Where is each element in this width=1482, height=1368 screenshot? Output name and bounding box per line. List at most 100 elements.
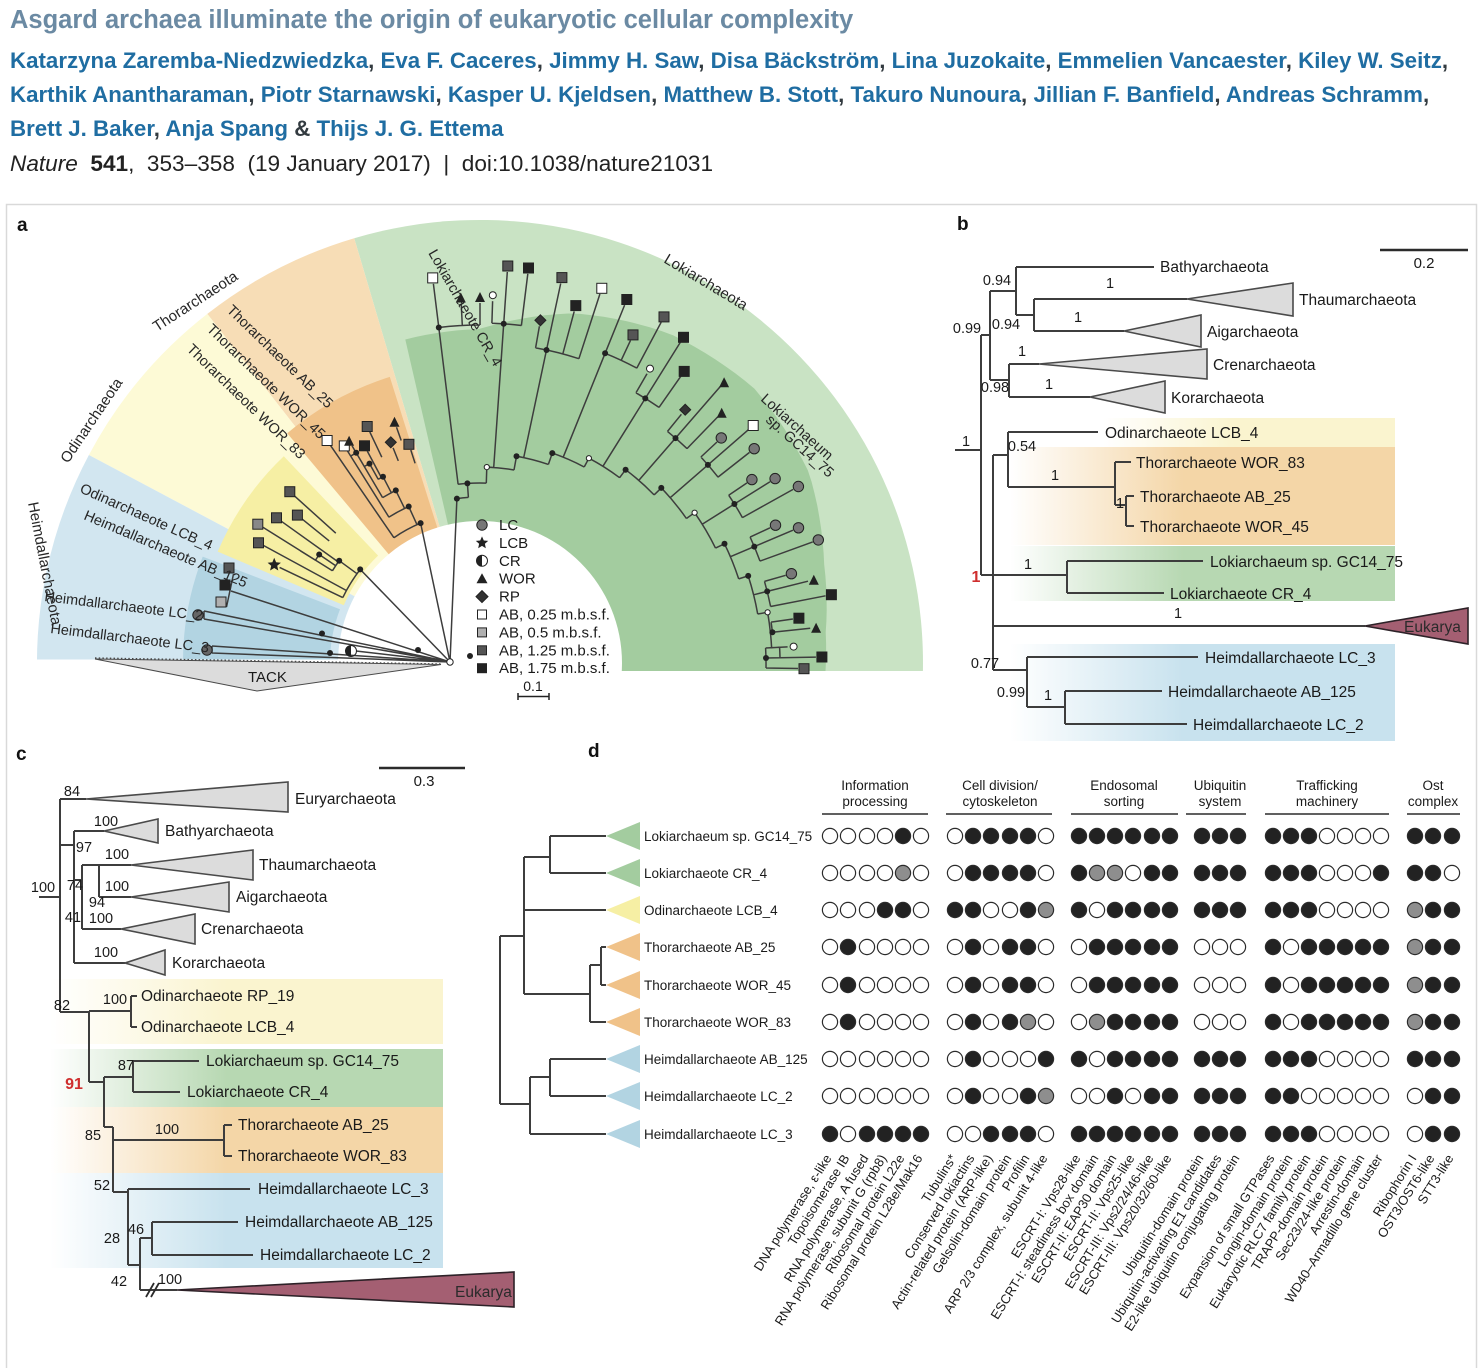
svg-text:1: 1 <box>1174 606 1182 622</box>
svg-text:0.2: 0.2 <box>1414 255 1435 272</box>
svg-text:processing: processing <box>842 794 907 809</box>
svg-text:WOR: WOR <box>499 571 536 588</box>
svg-text:0.94: 0.94 <box>992 317 1020 333</box>
svg-text:0.3: 0.3 <box>414 773 435 790</box>
svg-text:0.94: 0.94 <box>983 273 1011 289</box>
svg-text:1: 1 <box>1024 557 1032 573</box>
svg-text:100: 100 <box>105 847 129 863</box>
svg-text:1: 1 <box>1051 468 1059 484</box>
svg-text:1: 1 <box>1044 688 1052 704</box>
svg-text:Bathyarchaeota: Bathyarchaeota <box>1160 259 1269 276</box>
svg-text:1: 1 <box>972 569 981 586</box>
svg-text:Thorarchaeote WOR_83: Thorarchaeote WOR_83 <box>1136 455 1305 472</box>
svg-text:94: 94 <box>89 895 105 911</box>
svg-text:1: 1 <box>1045 377 1053 393</box>
svg-text:Odinarchaeote RP_19: Odinarchaeote RP_19 <box>141 988 294 1005</box>
svg-text:Thorarchaeote AB_25: Thorarchaeote AB_25 <box>1140 489 1291 506</box>
svg-text:complex: complex <box>1408 794 1459 809</box>
svg-text:Lokiarchaeum sp. GC14_75: Lokiarchaeum sp. GC14_75 <box>1210 554 1403 571</box>
svg-text:87: 87 <box>118 1058 134 1074</box>
svg-text:system: system <box>1199 794 1242 809</box>
svg-text:0.77: 0.77 <box>971 656 999 672</box>
svg-text:Heimdallarchaeote LC_2: Heimdallarchaeote LC_2 <box>644 1089 793 1104</box>
svg-text:Heimdallarchaeote AB_125: Heimdallarchaeote AB_125 <box>1168 684 1356 701</box>
svg-text:Thorarchaeote AB_25: Thorarchaeote AB_25 <box>644 940 775 955</box>
svg-text:Thorarchaeote AB_25: Thorarchaeote AB_25 <box>238 1117 389 1134</box>
svg-text:RP: RP <box>499 589 520 606</box>
svg-text:cytoskeleton: cytoskeleton <box>962 794 1037 809</box>
svg-text:Heimdallarchaeote LC_3: Heimdallarchaeote LC_3 <box>258 1181 429 1198</box>
svg-text:100: 100 <box>155 1122 179 1138</box>
svg-text:Odinarchaeote LCB_4: Odinarchaeote LCB_4 <box>644 903 778 918</box>
svg-text:a: a <box>17 215 28 236</box>
svg-text:85: 85 <box>85 1128 101 1144</box>
svg-text:LCB: LCB <box>499 535 528 552</box>
svg-text:Bathyarchaeota: Bathyarchaeota <box>165 823 274 840</box>
svg-text:1: 1 <box>962 434 970 450</box>
svg-text:Heimdallarchaeote AB_125: Heimdallarchaeote AB_125 <box>644 1052 808 1067</box>
svg-text:82: 82 <box>54 998 70 1014</box>
svg-text:Aigarchaeota: Aigarchaeota <box>236 889 328 906</box>
svg-text:1: 1 <box>1106 276 1114 292</box>
svg-text:28: 28 <box>104 1231 120 1247</box>
svg-text:Thorarchaeote WOR_45: Thorarchaeote WOR_45 <box>644 978 791 993</box>
svg-text:Crenarchaeota: Crenarchaeota <box>1213 357 1316 374</box>
svg-text:LC: LC <box>499 517 518 534</box>
svg-text:74: 74 <box>67 878 83 894</box>
svg-text:Odinarchaeote LCB_4: Odinarchaeote LCB_4 <box>141 1019 295 1036</box>
svg-text:84: 84 <box>64 784 80 800</box>
svg-text:Crenarchaeota: Crenarchaeota <box>201 921 304 938</box>
svg-text:Lokiarchaeum sp. GC14_75: Lokiarchaeum sp. GC14_75 <box>644 829 812 844</box>
svg-text:Thorarchaeote WOR_83: Thorarchaeote WOR_83 <box>238 1148 407 1165</box>
svg-text:Thaumarchaeota: Thaumarchaeota <box>259 857 377 874</box>
svg-text:b: b <box>957 214 969 235</box>
svg-text:100: 100 <box>103 992 127 1008</box>
svg-text:Ubiquitin: Ubiquitin <box>1194 778 1247 793</box>
svg-text:0.99: 0.99 <box>997 685 1025 701</box>
svg-text:Heimdallarchaeote LC_2: Heimdallarchaeote LC_2 <box>1193 717 1364 734</box>
svg-text:CR: CR <box>499 553 521 570</box>
svg-text:Euryarchaeota: Euryarchaeota <box>295 791 396 808</box>
svg-text:Korarchaeota: Korarchaeota <box>172 955 265 972</box>
svg-text:machinery: machinery <box>1296 794 1359 809</box>
svg-text:sorting: sorting <box>1104 794 1145 809</box>
svg-text:Lokiarchaeote CR_4: Lokiarchaeote CR_4 <box>644 866 768 881</box>
svg-text:TACK: TACK <box>248 669 287 686</box>
svg-text:Thaumarchaeota: Thaumarchaeota <box>1299 292 1417 309</box>
svg-text:Thorarchaeote WOR_45: Thorarchaeote WOR_45 <box>1140 519 1309 536</box>
svg-text:Heimdallarchaeote AB_125: Heimdallarchaeote AB_125 <box>245 1214 433 1231</box>
svg-text:Lokiarchaeote CR_4: Lokiarchaeote CR_4 <box>1170 586 1312 603</box>
svg-text:100: 100 <box>94 814 118 830</box>
svg-text:1: 1 <box>1116 496 1124 512</box>
svg-text:100: 100 <box>105 879 129 895</box>
svg-text:c: c <box>16 744 27 765</box>
svg-text:Information: Information <box>841 778 909 793</box>
svg-text:42: 42 <box>111 1274 127 1290</box>
svg-text:91: 91 <box>65 1076 83 1093</box>
svg-text:1: 1 <box>1074 310 1082 326</box>
svg-text:Heimdallarchaeote LC_3: Heimdallarchaeote LC_3 <box>1205 650 1376 667</box>
svg-text:d: d <box>588 741 600 762</box>
svg-text:Thorarchaeote WOR_83: Thorarchaeote WOR_83 <box>644 1015 791 1030</box>
svg-text:Heimdallarchaeote LC_3: Heimdallarchaeote LC_3 <box>644 1127 793 1142</box>
svg-text:41: 41 <box>65 910 81 926</box>
svg-text:Lokiarchaeum sp. GC14_75: Lokiarchaeum sp. GC14_75 <box>206 1053 399 1070</box>
svg-text:100: 100 <box>89 911 113 927</box>
svg-text:Eukarya: Eukarya <box>455 1284 512 1301</box>
svg-text:Odinarchaeote LCB_4: Odinarchaeote LCB_4 <box>1105 425 1259 442</box>
svg-text:100: 100 <box>158 1272 182 1288</box>
svg-text:46: 46 <box>128 1222 144 1238</box>
svg-text:0.54: 0.54 <box>1008 439 1036 455</box>
svg-text:Aigarchaeota: Aigarchaeota <box>1207 324 1299 341</box>
svg-text:100: 100 <box>94 945 118 961</box>
svg-text:Cell division/: Cell division/ <box>962 778 1038 793</box>
svg-text:Korarchaeota: Korarchaeota <box>1171 390 1264 407</box>
svg-text:Eukarya: Eukarya <box>1404 619 1461 636</box>
svg-text:0.1: 0.1 <box>523 678 543 694</box>
svg-text:Lokiarchaeote CR_4: Lokiarchaeote CR_4 <box>187 1084 329 1101</box>
svg-text:AB, 0.5 m.b.s.f.: AB, 0.5 m.b.s.f. <box>499 624 602 641</box>
svg-text:1: 1 <box>1018 344 1026 360</box>
svg-text:Heimdallarchaeote LC_2: Heimdallarchaeote LC_2 <box>260 1247 431 1264</box>
svg-text:0.98: 0.98 <box>981 380 1009 396</box>
svg-text:52: 52 <box>94 1178 110 1194</box>
